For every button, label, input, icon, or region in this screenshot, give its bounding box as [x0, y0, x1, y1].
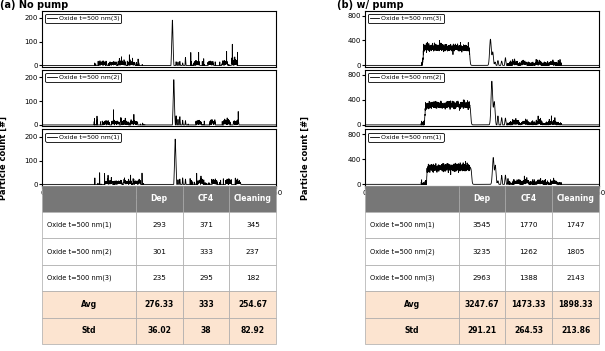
Text: Particle count [#]: Particle count [#]: [0, 116, 7, 200]
Legend: Oxide t=500 nm(2): Oxide t=500 nm(2): [45, 73, 121, 82]
Text: Particle count [#]: Particle count [#]: [301, 116, 310, 200]
Legend: Oxide t=500 nm(2): Oxide t=500 nm(2): [368, 73, 444, 82]
Legend: Oxide t=500 nm(1): Oxide t=500 nm(1): [368, 133, 443, 142]
X-axis label: Time [sec]: Time [sec]: [453, 199, 511, 209]
Text: (a) No pump: (a) No pump: [0, 0, 68, 11]
Legend: Oxide t=500 nm(3): Oxide t=500 nm(3): [368, 14, 444, 23]
Legend: Oxide t=500 nm(1): Oxide t=500 nm(1): [45, 133, 121, 142]
X-axis label: Time [sec]: Time [sec]: [131, 199, 188, 209]
Text: (b) w/ pump: (b) w/ pump: [337, 0, 404, 11]
Legend: Oxide t=500 nm(3): Oxide t=500 nm(3): [45, 14, 121, 23]
